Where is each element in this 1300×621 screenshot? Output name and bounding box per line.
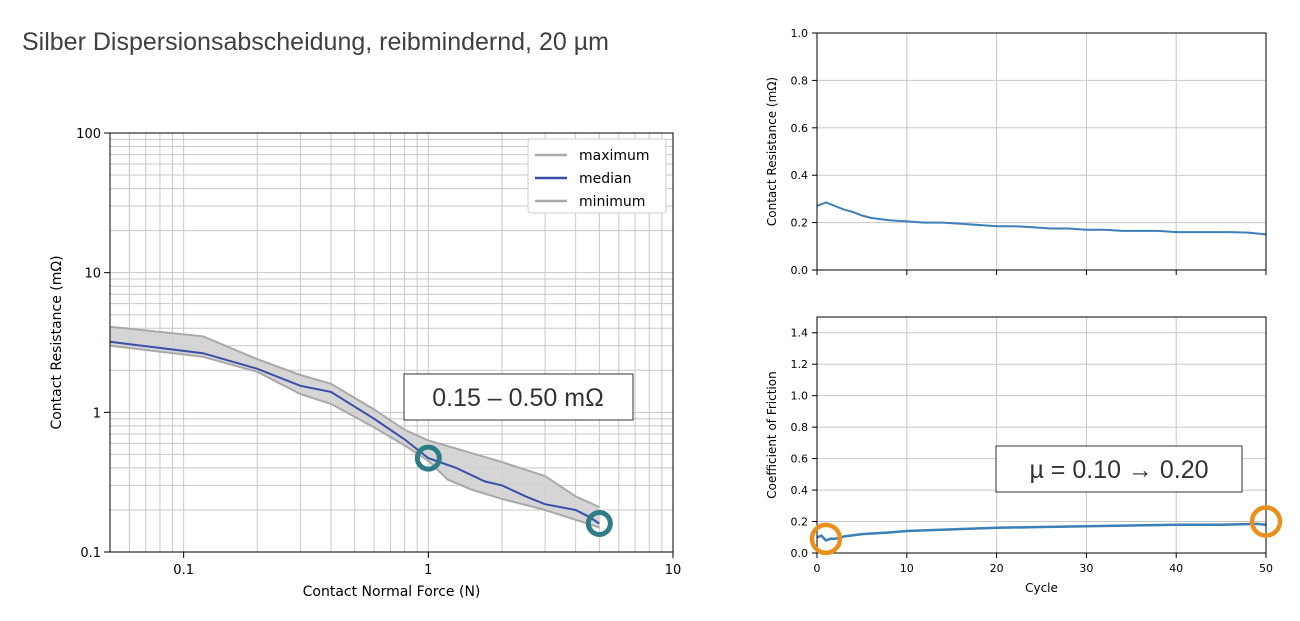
chart3-ytick-label: 0.6 (791, 453, 809, 466)
chart1-highlight-marker (585, 509, 613, 537)
chart2-ytick-label: 0.8 (791, 74, 809, 87)
chart1-xtick-label: 0.1 (173, 563, 194, 578)
chart3-xtick-label: 0 (814, 562, 821, 575)
chart3-ytick-label: 0.2 (791, 516, 809, 529)
chart3-ytick-label: 0.0 (791, 547, 809, 560)
chart1-xlabel: Contact Normal Force (N) (303, 584, 481, 600)
chart1-annotation-text: 0.15 – 0.50 mΩ (432, 384, 604, 412)
chart2-ytick-label: 1.0 (791, 27, 809, 40)
chart3-ytick-label: 0.8 (791, 421, 809, 434)
chart1-highlight-marker (414, 444, 442, 472)
chart3-ytick-label: 1.0 (791, 390, 809, 403)
chart1-ytick-label: 0.1 (80, 546, 101, 561)
chart1-ylabel: Contact Resistance (mΩ) (49, 255, 65, 429)
chart3-ylabel: Coefficient of Friction (765, 371, 779, 498)
chart1-series-maximum (109, 325, 600, 508)
chart3-grid (816, 317, 1267, 554)
chart1-legend-label: minimum (579, 194, 645, 210)
chart1-ytick-label: 1 (93, 406, 101, 421)
chart2-ytick-label: 0.6 (791, 122, 809, 135)
page-title: Silber Dispersionsabscheidung, reibminde… (22, 28, 609, 56)
chart1-legend-label: maximum (579, 148, 650, 164)
chart1-annotation-box (403, 373, 634, 421)
chart1-frame (109, 132, 674, 553)
chart3-xtick-label: 20 (990, 562, 1004, 575)
chart3-series-line (816, 522, 1267, 542)
chart3-xtick-label: 30 (1079, 562, 1093, 575)
chart2-frame (816, 32, 1267, 271)
chart3-annotation-text: µ = 0.10 → 0.20 (1029, 456, 1208, 484)
chart2-ytick-label: 0.4 (791, 169, 809, 182)
chart3-ytick-label: 1.4 (791, 327, 809, 340)
chart1-legend-box (527, 138, 667, 214)
chart1-series-median (109, 340, 600, 525)
chart3-xlabel: Cycle (1025, 581, 1058, 595)
chart2-ytick-label: 0.2 (791, 217, 809, 230)
chart1-ytick-label: 100 (76, 127, 101, 142)
chart2-series-line (816, 201, 1267, 236)
chart3-annotation-box (995, 445, 1243, 493)
chart2-ytick-label: 0.0 (791, 264, 809, 277)
chart2-ylabel: Contact Resistance (mΩ) (765, 77, 779, 226)
chart1-grid (109, 132, 674, 553)
chart3-xtick-label: 40 (1169, 562, 1183, 575)
chart3-highlight-marker (809, 522, 843, 556)
chart2-grid (816, 32, 1267, 271)
chart1-xtick-label: 1 (424, 563, 432, 578)
chart3-frame (816, 316, 1267, 554)
chart3-highlight-marker (1249, 505, 1283, 538)
chart3-ytick-label: 1.2 (791, 358, 809, 371)
chart3-ytick-label: 0.4 (791, 484, 809, 497)
chart1-legend-label: median (579, 171, 631, 187)
chart1-ytick-label: 10 (84, 267, 101, 282)
chart3-xtick-label: 50 (1259, 562, 1273, 575)
chart1-xtick-label: 10 (665, 563, 682, 578)
chart3-xtick-label: 10 (900, 562, 914, 575)
